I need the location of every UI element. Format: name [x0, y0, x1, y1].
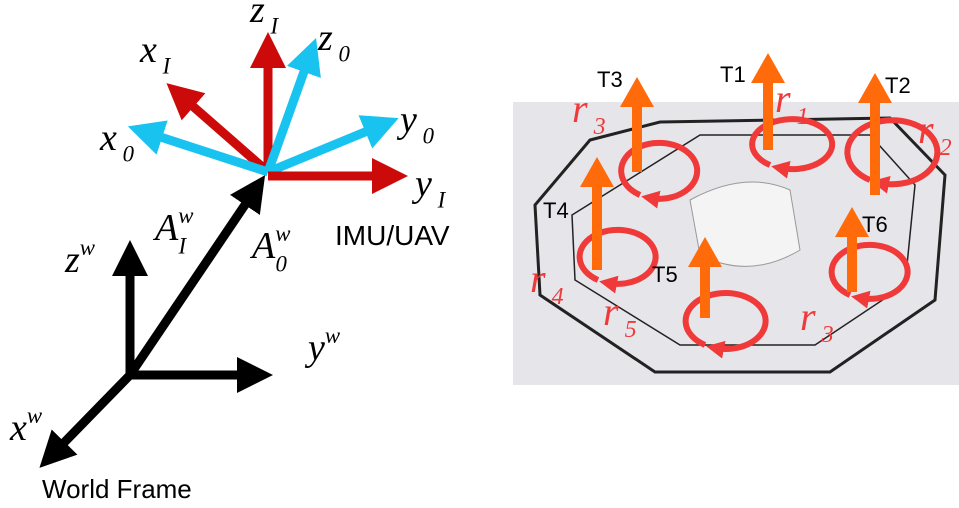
subscript: 0 [423, 123, 435, 148]
subscript: 3 [593, 114, 606, 140]
subscript: I [162, 53, 172, 78]
superscript: w [325, 323, 341, 348]
symbol: z [249, 0, 265, 31]
symbol: r [572, 86, 588, 131]
math-label: Aw 0 [249, 221, 291, 276]
thrust-label: T3 [597, 67, 623, 92]
superscript: w [27, 403, 43, 428]
figure: xwywzwxIyIzIx0y0z0AwIAw0IMU/UAVWorld Fra… [0, 0, 959, 508]
subscript: I [269, 13, 279, 38]
subscript: 1 [797, 104, 809, 130]
symbol: z [317, 17, 333, 59]
thrust-label: T4 [543, 198, 569, 223]
subscript: 4 [552, 284, 564, 310]
superscript: w [178, 203, 194, 228]
symbol: r [530, 256, 546, 301]
symbol: r [603, 289, 619, 334]
thrust-label: T2 [885, 73, 911, 98]
subscript: 3 [821, 322, 834, 348]
symbol: z [64, 239, 80, 281]
symbol: r [918, 107, 934, 152]
frame-caption: World Frame [42, 474, 192, 504]
symbol: A [249, 225, 276, 267]
symbol: y [411, 163, 432, 205]
math-label: yw [304, 323, 341, 369]
subscript: 0 [338, 41, 350, 66]
thrust-label: T5 [652, 262, 678, 287]
subscript: I [437, 187, 447, 212]
subscript: 0 [123, 141, 135, 166]
imu-axes [145, 50, 390, 176]
world-axes [52, 190, 255, 455]
symbol: y [396, 99, 417, 141]
subscript: 2 [940, 135, 952, 161]
subscript: I [178, 233, 188, 258]
symbol: x [99, 117, 117, 159]
thrust-label: T1 [720, 62, 746, 87]
subscript: 5 [625, 317, 637, 343]
math-label: zw [64, 235, 96, 281]
frame-caption: IMU/UAV [335, 220, 450, 251]
superscript: w [275, 221, 291, 246]
symbol: x [9, 407, 27, 449]
symbol: A [152, 207, 179, 249]
superscript: w [80, 235, 96, 260]
symbol: x [139, 29, 157, 71]
symbol: y [304, 327, 325, 369]
symbol: r [800, 294, 816, 339]
math-label: xw [9, 403, 43, 449]
symbol: r [775, 76, 791, 121]
thrust-label: T6 [862, 212, 888, 237]
subscript: 0 [276, 251, 288, 276]
